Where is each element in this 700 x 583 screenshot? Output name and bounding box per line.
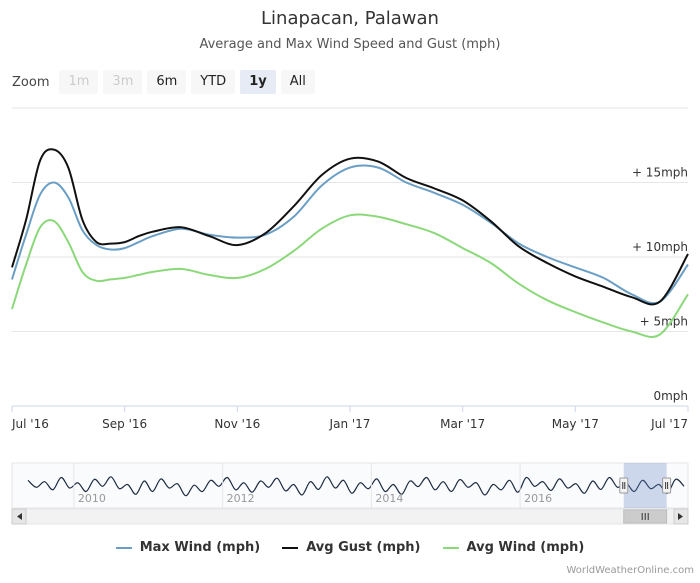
zoom-label: Zoom [12, 74, 50, 90]
legend: Max Wind (mph) Avg Gust (mph) Avg Wind (… [0, 540, 700, 555]
series-line-max [11, 164, 689, 305]
chart-title: Linapacan, Palawan [261, 8, 439, 29]
y-tick-label: + 15mph [632, 166, 688, 180]
navigator-label: 2014 [375, 492, 403, 505]
y-tick-label: + 5mph [640, 315, 688, 329]
zoom-1y-button[interactable]: 1y [240, 70, 276, 94]
grid-lines [12, 107, 688, 407]
plot-series [11, 148, 689, 338]
x-tick-label: Jul '16 [11, 417, 49, 431]
zoom-1m-button[interactable]: 1m [59, 70, 99, 94]
navigator-label: 2010 [78, 492, 106, 505]
x-tick-label: Nov '16 [214, 417, 260, 431]
zoom-3m-button[interactable]: 3m [103, 70, 143, 94]
x-tick-label: Mar '17 [440, 417, 485, 431]
chart-canvas: 0mph + 5mph + 10mph + 15mph Jul '16 Sep '16 N… [11, 107, 689, 525]
y-tick-label: + 10mph [632, 240, 688, 254]
scroll-right-icon [678, 513, 683, 520]
navigator-background [11, 462, 689, 509]
navigator-line [27, 476, 685, 497]
scrollbar [11, 508, 689, 525]
y-axis: 0mph + 5mph + 10mph + 15mph [632, 166, 688, 404]
y-tick-label: 0mph [653, 389, 688, 403]
navigator-selection [623, 463, 667, 508]
legend-item-avg-gust[interactable]: Avg Gust (mph) [282, 540, 421, 555]
scrollbar-track[interactable] [11, 508, 689, 525]
legend-swatch-avg-gust [282, 546, 299, 549]
legend-item-max-wind[interactable]: Max Wind (mph) [115, 540, 261, 555]
zoom-ytd-button[interactable]: YTD [191, 70, 236, 94]
legend-item-avg-wind[interactable]: Avg Wind (mph) [442, 540, 585, 555]
zoom-6m-button[interactable]: 6m [147, 70, 187, 94]
x-tick-label: Jul '17 [650, 417, 688, 431]
chart-subtitle: Average and Max Wind Speed and Gust (mph… [199, 37, 501, 52]
navigator-handle-left[interactable] [619, 477, 629, 494]
credits[interactable]: WorldWeatherOnline.com [566, 565, 694, 576]
zoom-control: Zoom 1m 3m 6m YTD 1y All [12, 70, 320, 94]
navigator-handle-right[interactable] [662, 477, 672, 494]
zoom-all-button[interactable]: All [280, 70, 315, 94]
x-tick-label: Jan '17 [329, 417, 371, 431]
navigator-label: 2016 [524, 492, 552, 505]
legend-swatch-avg-wind [442, 546, 459, 549]
navigator-label: 2012 [227, 492, 255, 505]
scroll-left-icon [17, 513, 22, 520]
legend-label-avg-gust: Avg Gust (mph) [306, 540, 421, 555]
x-tick-label: Sep '16 [102, 417, 147, 431]
legend-label-max-wind: Max Wind (mph) [139, 540, 261, 555]
x-axis: Jul '16 Sep '16 Nov '16 Jan '17 Mar '17 May '… [11, 405, 689, 431]
legend-label-avg-wind: Avg Wind (mph) [466, 540, 585, 555]
x-tick-label: May '17 [552, 417, 599, 431]
legend-swatch-max-wind [115, 546, 132, 549]
series-line-avg [11, 213, 689, 338]
navigator: 2010 2012 2014 2016 [11, 462, 689, 509]
series-line-gust [11, 148, 689, 306]
